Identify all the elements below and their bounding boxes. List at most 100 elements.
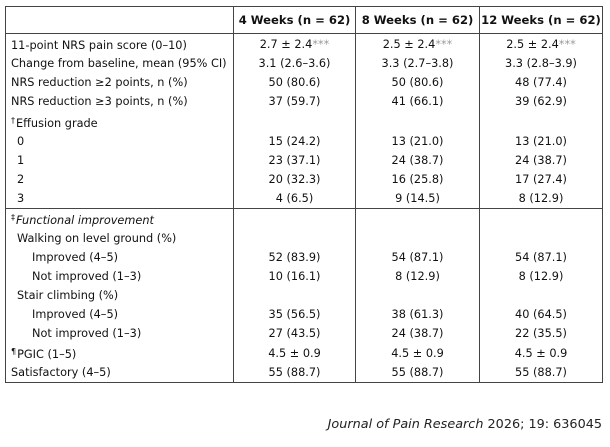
table-cell: 3.3 (2.8–3.9) [479, 55, 603, 74]
row-label: Not improved (1–3) [32, 326, 142, 340]
table-cell: 8 (12.9) [479, 267, 603, 287]
table-cell: 9 (14.5) [355, 189, 480, 209]
table-cell: 4.5 ± 0.9 [479, 343, 603, 365]
table-row: Improved (4–5) 52 (83.9) 54 (87.1) 54 (8… [6, 248, 603, 268]
empty-cell [355, 229, 480, 249]
row-label: 3 [17, 191, 25, 205]
table-row: NRS reduction ≥3 points, n (%) 37 (59.7)… [6, 92, 603, 112]
table-cell: 50 (80.6) [355, 73, 480, 93]
table-row: 0 15 (24.2) 13 (21.0) 13 (21.0) [6, 132, 603, 152]
table-cell: 8 (12.9) [355, 267, 480, 287]
table-cell: 40 (64.5) [479, 305, 603, 325]
table-cell: 39 (62.9) [479, 92, 603, 112]
table-cell: 38 (61.3) [355, 305, 480, 325]
table-cell: 13 (21.0) [355, 132, 480, 152]
table-cell: 52 (83.9) [233, 248, 356, 268]
table-cell: 55 (88.7) [479, 364, 603, 383]
table-cell: 54 (87.1) [479, 248, 603, 268]
table-cell: 23 (37.1) [233, 151, 356, 171]
footnote-mark: † [11, 115, 15, 125]
header-cell-8-weeks: 8 Weeks (n = 62) [355, 6, 480, 34]
table-cell: 2.5 ± 2.4*** [355, 33, 480, 55]
row-label: Not improved (1–3) [32, 269, 142, 283]
section-title: Effusion grade [16, 116, 98, 130]
table-cell: 50 (80.6) [233, 73, 356, 93]
table-cell: 22 (35.5) [479, 324, 603, 344]
subsection-row-stairs: Stair climbing (%) [6, 286, 603, 306]
table-cell: 24 (38.7) [479, 151, 603, 171]
row-label: Improved (4–5) [32, 251, 119, 265]
table-row: 3 4 (6.5) 9 (14.5) 8 (12.9) [6, 189, 603, 209]
table-row: 11-point NRS pain score (0–10) 2.7 ± 2.4… [6, 33, 603, 55]
significance-marker: *** [435, 37, 453, 51]
table-cell: 20 (32.3) [233, 170, 356, 190]
table-cell: 4.5 ± 0.9 [355, 343, 480, 365]
table-cell: 17 (27.4) [479, 170, 603, 190]
row-label: ¶PGIC (1–5) [6, 343, 234, 364]
table-cell: 2.5 ± 2.4*** [479, 33, 603, 55]
table-cell: 2.7 ± 2.4*** [233, 33, 356, 55]
section-row-functional: ‡Functional improvement [5, 207, 603, 230]
section-label: †Effusion grade [6, 112, 234, 133]
header-cell-12-weeks: 12 Weeks (n = 62) [479, 6, 603, 34]
empty-cell [479, 229, 603, 249]
table-cell: 8 (12.9) [479, 189, 603, 209]
cell-value: 2.5 ± 2.4 [382, 37, 436, 51]
cell-value: 2.7 ± 2.4 [259, 37, 313, 51]
table-row: Change from baseline, mean (95% CI) 3.1 … [6, 55, 603, 74]
footnote-mark: ‡ [11, 212, 15, 222]
section-row-effusion: †Effusion grade [6, 111, 603, 133]
table-row: NRS reduction ≥2 points, n (%) 50 (80.6)… [6, 73, 603, 93]
row-label: 0 [17, 135, 25, 149]
table-cell: 24 (38.7) [355, 324, 480, 344]
empty-cell [355, 207, 480, 230]
row-label: 1 [17, 154, 25, 167]
cell-value: 2.5 ± 2.4 [506, 37, 559, 51]
section-title: Functional improvement [16, 213, 154, 227]
table-row: Not improved (1–3) 10 (16.1) 8 (12.9) 8 … [6, 267, 603, 287]
empty-cell [233, 111, 356, 133]
table-cell: 55 (88.7) [233, 364, 356, 383]
table-cell: 15 (24.2) [233, 132, 356, 152]
footnote-mark: ¶ [11, 347, 17, 357]
significance-marker: *** [558, 37, 576, 51]
table-row-pgic: ¶PGIC (1–5) 4.5 ± 0.9 4.5 ± 0.9 4.5 ± 0.… [6, 343, 603, 365]
row-label: 2 [17, 172, 25, 186]
table-cell: 10 (16.1) [233, 267, 356, 287]
table-cell: 27 (43.5) [233, 324, 356, 344]
row-label: 11-point NRS pain score (0–10) [11, 39, 187, 52]
header-row: 4 Weeks (n = 62) 8 Weeks (n = 62) 12 Wee… [5, 6, 603, 34]
header-cell-4-weeks: 4 Weeks (n = 62) [233, 6, 356, 34]
subsection-label: Stair climbing (%) [17, 288, 119, 302]
empty-cell [479, 207, 603, 230]
citation-details: 2026; 19: 636045 [483, 417, 602, 432]
table-cell: 16 (25.8) [355, 170, 480, 190]
row-label: Change from baseline, mean (95% CI) [11, 57, 227, 71]
empty-cell [355, 111, 480, 133]
subsection-row-walking: Walking on level ground (%) [6, 229, 603, 249]
empty-cell [479, 286, 603, 306]
table-cell: 3.3 (2.7–3.8) [355, 55, 480, 74]
journal-name: Journal of Pain Research [327, 417, 484, 432]
citation-line: Journal of Pain Research 2026; 19: 63604… [328, 417, 602, 432]
empty-cell [479, 111, 603, 133]
table-row: Improved (4–5) 35 (56.5) 38 (61.3) 40 (6… [6, 305, 603, 325]
header-cell-label [5, 6, 234, 34]
empty-cell [233, 286, 356, 306]
row-label: NRS reduction ≥2 points, n (%) [11, 76, 188, 90]
table-cell: 41 (66.1) [355, 92, 480, 112]
table-cell: 4 (6.5) [233, 189, 356, 209]
row-label: Improved (4–5) [32, 307, 119, 321]
subsection-label: Walking on level ground (%) [17, 232, 177, 246]
table-container: 4 Weeks (n = 62) 8 Weeks (n = 62) 12 Wee… [5, 6, 603, 384]
results-table: 4 Weeks (n = 62) 8 Weeks (n = 62) 12 Wee… [5, 6, 603, 384]
table-row: 1 23 (37.1) 24 (38.7) 24 (38.7) [6, 151, 603, 171]
section-label: ‡Functional improvement [5, 207, 234, 230]
row-label-text: PGIC (1–5) [17, 348, 77, 362]
table-cell: 35 (56.5) [233, 305, 356, 325]
empty-cell [233, 229, 356, 249]
empty-cell [355, 286, 480, 306]
table-cell: 24 (38.7) [355, 151, 480, 171]
table-row: 2 20 (32.3) 16 (25.8) 17 (27.4) [6, 170, 603, 190]
table-cell: 3.1 (2.6–3.6) [233, 55, 356, 74]
